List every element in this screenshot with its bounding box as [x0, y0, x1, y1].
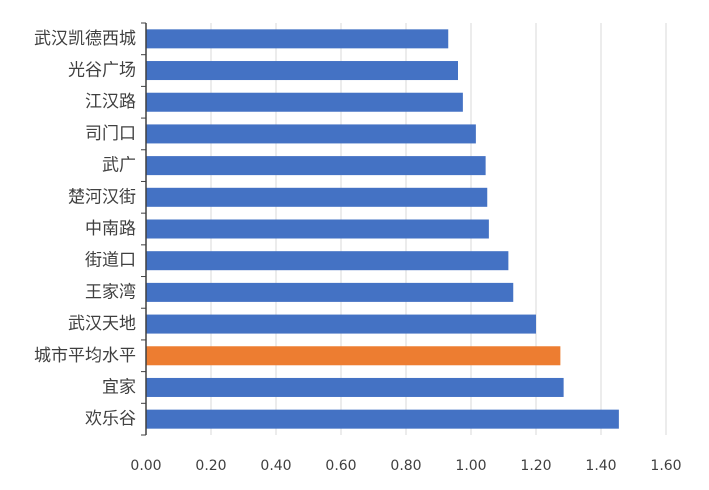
category-label: 城市平均水平 — [34, 346, 136, 366]
x-tick-label: 0.80 — [390, 458, 421, 474]
category-label: 中南路 — [85, 219, 136, 239]
bar — [146, 409, 619, 429]
category-labels: 武汉凯德西城光谷广场江汉路司门口武广楚河汉街中南路街道口王家湾武汉天地城市平均水… — [34, 29, 136, 429]
x-tick-labels: 0.00 0.20 0.40 0.60 0.80 1.00 1.20 1.40 1.60 — [130, 458, 681, 474]
category-label: 武汉天地 — [68, 314, 136, 334]
category-label: 江汉路 — [85, 92, 136, 112]
x-tick-label: 1.40 — [585, 458, 616, 474]
category-label: 街道口 — [85, 251, 136, 271]
axes-group — [141, 22, 147, 436]
category-label: 欢乐谷 — [85, 409, 136, 429]
x-tick-label: 1.00 — [455, 458, 486, 474]
bar — [146, 346, 561, 366]
bar — [146, 282, 514, 302]
bar — [146, 251, 509, 271]
bar — [146, 156, 486, 176]
x-tick-label: 0.60 — [325, 458, 356, 474]
x-tick-label: 0.00 — [130, 458, 161, 474]
bar — [146, 377, 564, 397]
category-label: 司门口 — [85, 124, 136, 144]
bar — [146, 61, 458, 81]
x-tick-label: 0.20 — [195, 458, 226, 474]
bar — [146, 314, 536, 334]
x-tick-label: 0.40 — [260, 458, 291, 474]
category-label: 王家湾 — [85, 282, 136, 302]
bar — [146, 92, 463, 112]
category-label: 宜家 — [102, 377, 136, 397]
x-tick-label: 1.60 — [650, 458, 681, 474]
category-label: 光谷广场 — [68, 61, 136, 81]
category-label: 武汉凯德西城 — [34, 29, 136, 49]
bar — [146, 219, 489, 239]
bar — [146, 29, 449, 49]
x-tick-label: 1.20 — [520, 458, 551, 474]
category-label: 楚河汉街 — [68, 187, 136, 207]
category-label: 武广 — [102, 156, 136, 176]
bars-group — [146, 29, 619, 429]
bar — [146, 187, 488, 207]
bar — [146, 124, 476, 144]
